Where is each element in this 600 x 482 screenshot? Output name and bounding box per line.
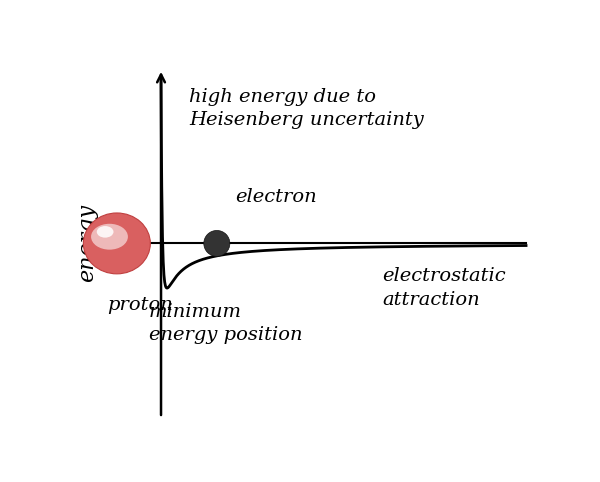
Ellipse shape — [204, 230, 230, 256]
Ellipse shape — [97, 226, 113, 238]
Text: high energy due to
Heisenberg uncertainty: high energy due to Heisenberg uncertaint… — [189, 88, 424, 129]
Text: minimum
energy position: minimum energy position — [149, 303, 302, 345]
Text: energy: energy — [76, 204, 98, 282]
Ellipse shape — [91, 224, 128, 250]
Text: proton: proton — [107, 296, 173, 314]
Text: electron: electron — [235, 188, 317, 206]
Ellipse shape — [83, 213, 151, 274]
Text: electrostatic
attraction: electrostatic attraction — [382, 267, 506, 309]
